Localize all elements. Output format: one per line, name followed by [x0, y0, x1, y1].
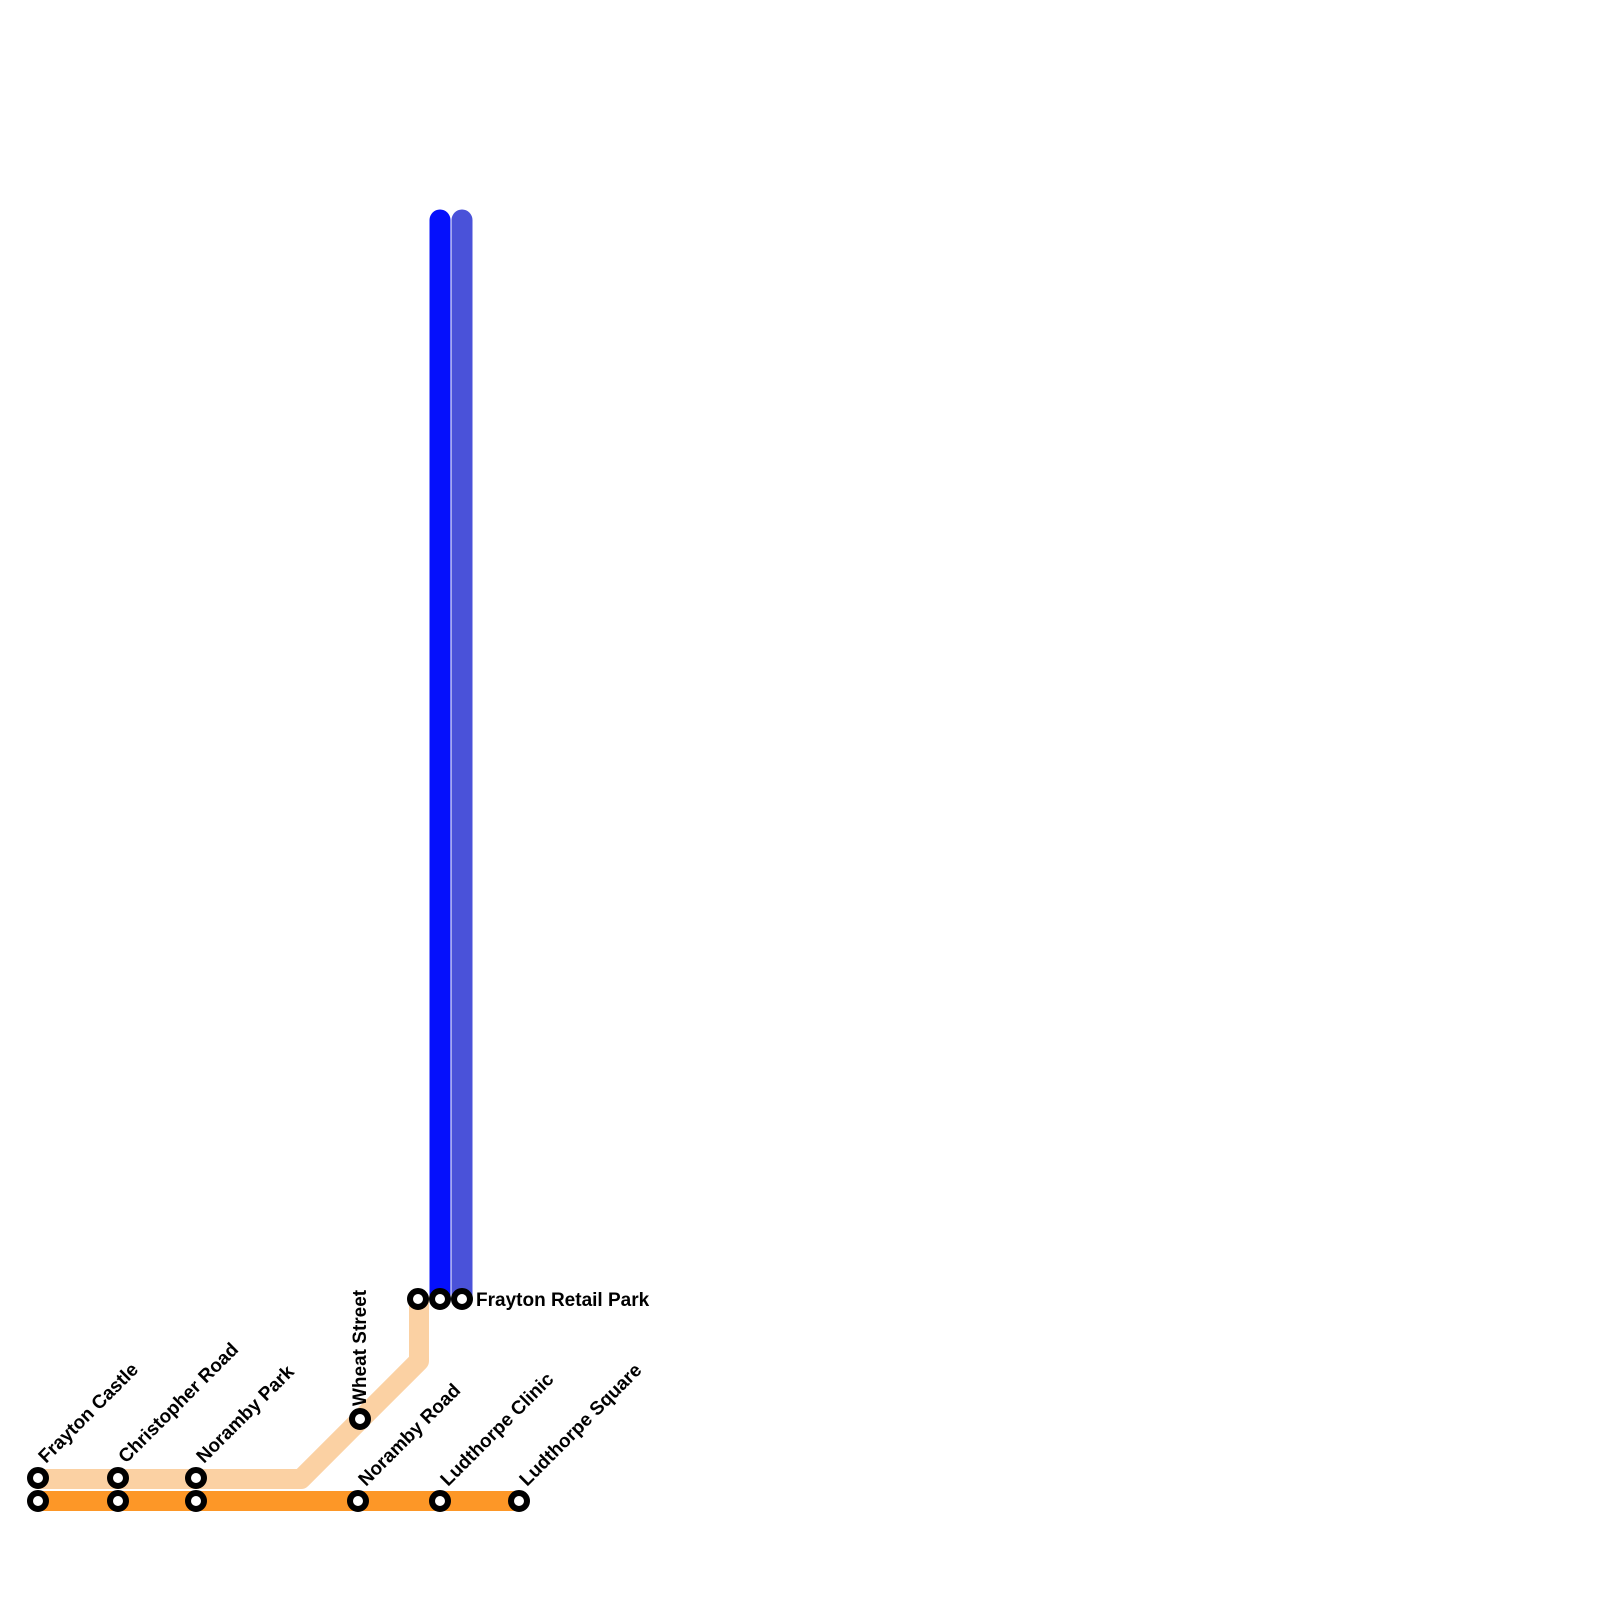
station-wheat-street: Wheat Street — [349, 1289, 371, 1430]
station-marker-frayton-retail-park[interactable] — [429, 1288, 451, 1310]
station-label-frayton-retail-park: Frayton Retail Park — [476, 1290, 650, 1311]
station-marker-frayton-castle[interactable] — [27, 1467, 49, 1489]
station-marker-christopher-road[interactable] — [107, 1467, 129, 1489]
station-marker-noramby-road[interactable] — [347, 1490, 369, 1512]
station-marker-wheat-street[interactable] — [349, 1408, 371, 1430]
station-marker-ludthorpe-square[interactable] — [508, 1490, 530, 1512]
station-marker-noramby-park[interactable] — [185, 1490, 207, 1512]
station-marker-ludthorpe-clinic[interactable] — [429, 1490, 451, 1512]
station-marker-christopher-road[interactable] — [107, 1490, 129, 1512]
station-label-wheat-street: Wheat Street — [350, 1289, 371, 1406]
station-marker-noramby-park[interactable] — [185, 1467, 207, 1489]
station-marker-frayton-retail-park[interactable] — [451, 1288, 473, 1310]
station-marker-frayton-castle[interactable] — [27, 1490, 49, 1512]
station-marker-frayton-retail-park[interactable] — [407, 1288, 429, 1310]
station-frayton-retail-park: Frayton Retail Park — [407, 1288, 650, 1311]
